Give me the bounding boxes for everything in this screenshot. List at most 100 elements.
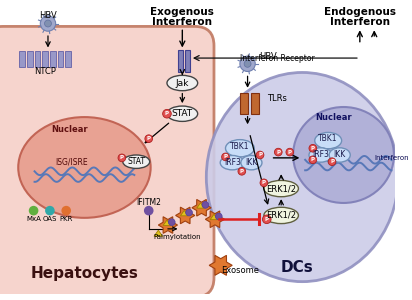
Polygon shape bbox=[210, 214, 218, 220]
Ellipse shape bbox=[260, 179, 268, 187]
Text: Hepatocytes: Hepatocytes bbox=[30, 266, 138, 280]
Text: MxA: MxA bbox=[26, 216, 41, 222]
Ellipse shape bbox=[123, 155, 150, 168]
Ellipse shape bbox=[40, 16, 56, 31]
Ellipse shape bbox=[220, 155, 244, 170]
Bar bbox=[50, 51, 56, 67]
Ellipse shape bbox=[167, 75, 198, 91]
Text: STAT: STAT bbox=[127, 157, 145, 166]
Text: TLRs: TLRs bbox=[267, 94, 287, 103]
Polygon shape bbox=[180, 211, 188, 216]
Ellipse shape bbox=[262, 215, 271, 224]
Ellipse shape bbox=[222, 153, 229, 161]
Ellipse shape bbox=[169, 219, 175, 226]
Polygon shape bbox=[176, 207, 195, 224]
Text: Nuclear: Nuclear bbox=[316, 113, 352, 122]
Text: OAS: OAS bbox=[43, 216, 57, 222]
Ellipse shape bbox=[167, 106, 198, 122]
Ellipse shape bbox=[309, 144, 317, 152]
Bar bbox=[65, 51, 71, 67]
Text: ISG/ISRE: ISG/ISRE bbox=[56, 157, 88, 166]
Polygon shape bbox=[197, 203, 204, 208]
Text: HBV: HBV bbox=[259, 52, 277, 61]
Ellipse shape bbox=[328, 158, 336, 166]
Text: STAT: STAT bbox=[172, 109, 193, 118]
Text: Palmylotation: Palmylotation bbox=[154, 234, 201, 240]
Polygon shape bbox=[154, 230, 163, 236]
Ellipse shape bbox=[315, 132, 342, 149]
Text: DCs: DCs bbox=[281, 260, 314, 275]
Ellipse shape bbox=[256, 151, 264, 159]
Ellipse shape bbox=[244, 60, 251, 67]
Text: IKK: IKK bbox=[334, 151, 346, 160]
Text: IKK: IKK bbox=[245, 158, 258, 167]
Bar bbox=[35, 51, 40, 67]
Text: P: P bbox=[330, 159, 334, 164]
Ellipse shape bbox=[240, 56, 255, 71]
Ellipse shape bbox=[274, 148, 282, 156]
Polygon shape bbox=[209, 255, 232, 275]
Text: P: P bbox=[147, 136, 151, 141]
Text: TBK1: TBK1 bbox=[230, 142, 250, 151]
Ellipse shape bbox=[329, 148, 350, 162]
Text: IFITM2: IFITM2 bbox=[136, 197, 161, 206]
Text: ERK1/2: ERK1/2 bbox=[266, 184, 296, 193]
Text: Exogenous: Exogenous bbox=[150, 7, 214, 17]
Text: Interferon: Interferon bbox=[374, 155, 409, 161]
Text: ERK1/2: ERK1/2 bbox=[266, 211, 296, 220]
Bar bbox=[185, 50, 190, 71]
Text: P: P bbox=[223, 154, 227, 159]
Text: Interferon Receptor: Interferon Receptor bbox=[240, 54, 315, 63]
Ellipse shape bbox=[286, 148, 294, 156]
Text: P: P bbox=[240, 169, 244, 174]
Text: PKR: PKR bbox=[59, 216, 73, 222]
Ellipse shape bbox=[293, 107, 394, 203]
Text: Nuclear: Nuclear bbox=[51, 124, 87, 134]
Ellipse shape bbox=[44, 20, 52, 27]
Ellipse shape bbox=[264, 180, 298, 197]
Text: HBV: HBV bbox=[39, 11, 57, 20]
Text: NTCP: NTCP bbox=[34, 67, 56, 76]
Ellipse shape bbox=[238, 167, 246, 175]
Ellipse shape bbox=[241, 155, 262, 170]
Ellipse shape bbox=[29, 206, 38, 215]
Bar bbox=[42, 51, 48, 67]
Text: P: P bbox=[311, 146, 315, 151]
Ellipse shape bbox=[206, 73, 398, 282]
Text: P: P bbox=[262, 180, 266, 185]
Text: Interferon: Interferon bbox=[152, 16, 212, 27]
Ellipse shape bbox=[264, 207, 298, 224]
Bar bbox=[251, 93, 259, 114]
Text: Endogenous: Endogenous bbox=[324, 7, 396, 17]
Text: P: P bbox=[120, 155, 124, 160]
Text: Interferon: Interferon bbox=[330, 16, 390, 27]
Polygon shape bbox=[205, 211, 225, 228]
Text: P: P bbox=[288, 150, 292, 154]
Ellipse shape bbox=[225, 140, 254, 157]
Ellipse shape bbox=[18, 117, 151, 218]
Bar bbox=[58, 51, 63, 67]
Ellipse shape bbox=[309, 156, 317, 164]
Text: IRF3: IRF3 bbox=[312, 151, 329, 160]
Text: Jak: Jak bbox=[176, 79, 189, 88]
Text: P: P bbox=[165, 111, 169, 116]
Text: P: P bbox=[311, 157, 315, 162]
Ellipse shape bbox=[186, 209, 192, 216]
Text: Exosome: Exosome bbox=[221, 266, 259, 274]
Ellipse shape bbox=[118, 154, 126, 162]
Text: P: P bbox=[258, 152, 262, 158]
Text: TBK1: TBK1 bbox=[318, 134, 338, 143]
Polygon shape bbox=[158, 217, 178, 233]
Polygon shape bbox=[163, 220, 171, 225]
Bar bbox=[19, 51, 25, 67]
Ellipse shape bbox=[309, 148, 332, 162]
Bar bbox=[240, 93, 248, 114]
Polygon shape bbox=[192, 200, 211, 216]
Ellipse shape bbox=[202, 202, 209, 208]
Text: P: P bbox=[265, 217, 269, 222]
Text: IRF3: IRF3 bbox=[224, 158, 241, 167]
Ellipse shape bbox=[215, 213, 222, 220]
Bar bbox=[178, 50, 183, 71]
Ellipse shape bbox=[61, 206, 71, 215]
Ellipse shape bbox=[45, 206, 55, 215]
